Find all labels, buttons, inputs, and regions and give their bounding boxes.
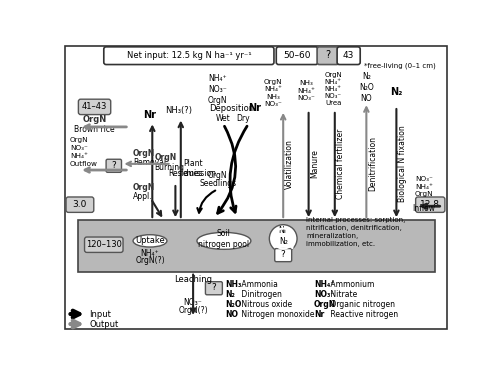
Text: ?: ? bbox=[212, 283, 216, 292]
Text: Nr: Nr bbox=[248, 104, 261, 114]
Text: N₂
N₂O
NO: N₂ N₂O NO bbox=[359, 72, 374, 103]
Text: Nr: Nr bbox=[144, 110, 156, 120]
Text: *free-living (0–1 cm): *free-living (0–1 cm) bbox=[364, 63, 436, 69]
Text: NH₃: NH₃ bbox=[226, 280, 242, 289]
Text: Leaching: Leaching bbox=[174, 275, 212, 284]
Text: Output: Output bbox=[89, 319, 118, 329]
Text: Deposition: Deposition bbox=[209, 104, 254, 113]
Text: NO: NO bbox=[226, 310, 238, 319]
Text: OrgN: OrgN bbox=[154, 153, 177, 162]
Text: Wet: Wet bbox=[216, 114, 230, 123]
Text: Ammonium: Ammonium bbox=[328, 280, 374, 289]
Text: 3.0: 3.0 bbox=[72, 200, 87, 209]
FancyBboxPatch shape bbox=[276, 47, 318, 65]
Text: Biological N fixation: Biological N fixation bbox=[398, 125, 407, 202]
Text: Nitrate: Nitrate bbox=[328, 290, 357, 299]
FancyBboxPatch shape bbox=[317, 47, 338, 65]
Text: Ammonia: Ammonia bbox=[238, 280, 278, 289]
Ellipse shape bbox=[197, 232, 251, 249]
Text: Net input: 12.5 kg N ha⁻¹ yr⁻¹: Net input: 12.5 kg N ha⁻¹ yr⁻¹ bbox=[127, 51, 252, 60]
Text: OrgN
NH₄⁺
NH₄⁺
NO₃⁻
Urea: OrgN NH₄⁺ NH₄⁺ NO₃⁻ Urea bbox=[324, 72, 342, 106]
Text: Soil
nitrogen pool: Soil nitrogen pool bbox=[198, 229, 250, 249]
Text: NH₄⁺: NH₄⁺ bbox=[140, 249, 160, 259]
Text: OrgN
NO₃⁻
NH₄⁺
Outflow: OrgN NO₃⁻ NH₄⁺ Outflow bbox=[70, 137, 98, 167]
FancyBboxPatch shape bbox=[106, 159, 122, 173]
Text: NH₄⁺: NH₄⁺ bbox=[314, 280, 334, 289]
Text: ?: ? bbox=[281, 250, 285, 259]
Text: 43: 43 bbox=[343, 51, 354, 60]
Text: Uptake: Uptake bbox=[135, 236, 165, 245]
Text: Dinitrogen: Dinitrogen bbox=[238, 290, 282, 299]
Text: OrgN(?): OrgN(?) bbox=[178, 306, 208, 315]
Text: 41–43: 41–43 bbox=[82, 102, 107, 111]
Text: ?: ? bbox=[326, 50, 330, 60]
Circle shape bbox=[270, 225, 297, 252]
Text: Nr
N₂: Nr N₂ bbox=[278, 226, 287, 246]
Text: OrgN
NH₄⁺
NH₃
NO₃⁻: OrgN NH₄⁺ NH₃ NO₃⁻ bbox=[264, 79, 282, 107]
Bar bbox=[78, 220, 435, 272]
FancyBboxPatch shape bbox=[66, 197, 94, 212]
Text: Appl.: Appl. bbox=[133, 192, 152, 201]
Text: Brown rice: Brown rice bbox=[74, 125, 115, 134]
FancyBboxPatch shape bbox=[104, 47, 274, 65]
Text: NH₃
NH₄⁺
NO₃⁻: NH₃ NH₄⁺ NO₃⁻ bbox=[298, 80, 315, 101]
Text: Manure: Manure bbox=[310, 150, 319, 178]
Text: ?: ? bbox=[112, 161, 116, 170]
Text: Plant: Plant bbox=[183, 160, 203, 168]
Text: Seedlings: Seedlings bbox=[199, 180, 236, 188]
Text: NH₃(?): NH₃(?) bbox=[165, 106, 192, 115]
Text: Nitrous oxide: Nitrous oxide bbox=[238, 300, 292, 309]
Text: OrgN: OrgN bbox=[133, 183, 156, 192]
Text: OrgN: OrgN bbox=[208, 171, 228, 180]
Text: N₂: N₂ bbox=[226, 290, 235, 299]
Text: Removal: Removal bbox=[133, 158, 166, 167]
FancyBboxPatch shape bbox=[78, 99, 110, 115]
Text: Input: Input bbox=[89, 309, 111, 319]
Text: OrgN: OrgN bbox=[82, 115, 106, 124]
Text: Burning: Burning bbox=[154, 163, 184, 172]
FancyBboxPatch shape bbox=[337, 47, 360, 65]
Text: Internal processes: sorption,
nitrification, denitrification,
mineralization,
im: Internal processes: sorption, nitrificat… bbox=[306, 217, 406, 247]
Text: NO₃⁻
NH₄⁺
OrgN: NO₃⁻ NH₄⁺ OrgN bbox=[415, 177, 434, 197]
Text: emission: emission bbox=[183, 168, 217, 178]
Text: 120–130: 120–130 bbox=[86, 240, 122, 249]
Text: Inflow: Inflow bbox=[412, 204, 436, 213]
Text: Residues: Residues bbox=[168, 168, 202, 178]
Text: OrgN: OrgN bbox=[133, 150, 156, 158]
Text: Reactive nitrogen: Reactive nitrogen bbox=[328, 310, 398, 319]
Text: NO₃⁻: NO₃⁻ bbox=[314, 290, 334, 299]
Text: Nr: Nr bbox=[314, 310, 324, 319]
Text: OrgN(?): OrgN(?) bbox=[135, 256, 165, 265]
Text: NH₄⁺
NO₃⁻
OrgN: NH₄⁺ NO₃⁻ OrgN bbox=[208, 73, 228, 105]
Text: 12.8: 12.8 bbox=[420, 200, 440, 209]
Text: Chemical fertilizer: Chemical fertilizer bbox=[336, 129, 345, 199]
Text: Nitrogen monoxide: Nitrogen monoxide bbox=[238, 310, 314, 319]
Text: OrgN: OrgN bbox=[314, 300, 336, 309]
Text: Dry: Dry bbox=[236, 114, 250, 123]
FancyBboxPatch shape bbox=[416, 197, 445, 212]
FancyBboxPatch shape bbox=[274, 249, 291, 262]
Text: Denitrification: Denitrification bbox=[368, 137, 377, 191]
Text: NO₃⁻: NO₃⁻ bbox=[184, 298, 203, 307]
FancyBboxPatch shape bbox=[84, 237, 123, 252]
Text: 50–60: 50–60 bbox=[284, 51, 311, 60]
Text: N₂: N₂ bbox=[390, 87, 402, 97]
Ellipse shape bbox=[133, 235, 167, 247]
Text: Volatilization: Volatilization bbox=[284, 139, 294, 189]
FancyBboxPatch shape bbox=[206, 282, 222, 295]
Text: N₂O: N₂O bbox=[226, 300, 242, 309]
Text: Organic nitrogen: Organic nitrogen bbox=[328, 300, 395, 309]
